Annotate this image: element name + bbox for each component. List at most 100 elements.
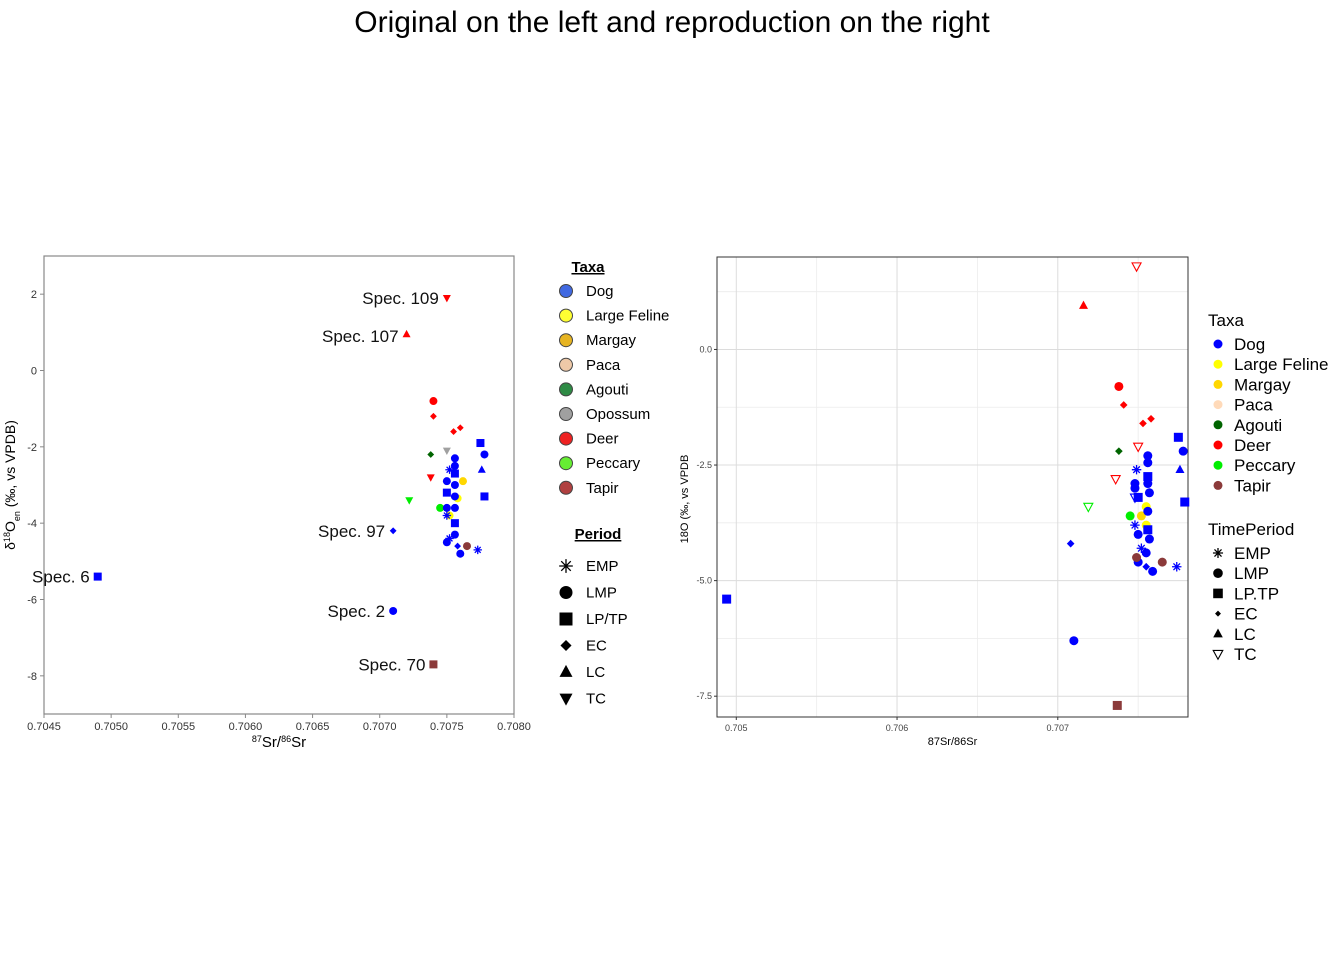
data-point-dog-ec — [1066, 539, 1075, 548]
data-point-dog-lmp — [1130, 483, 1140, 493]
x-tick-label: 0.705 — [725, 723, 748, 733]
legend-label-tapir: Tapir — [586, 480, 619, 497]
data-point-dog-emp — [1131, 464, 1142, 475]
data-point-deer-tc — [1110, 474, 1122, 486]
legend-label-emp: EMP — [1234, 544, 1271, 563]
x-tick-label: 0.7070 — [363, 721, 397, 733]
legend-shape-lc — [1213, 628, 1223, 638]
data-point-dog-lmp — [1144, 488, 1154, 498]
legend-shape-ec — [1215, 610, 1221, 617]
data-point-dog-lmp — [450, 461, 459, 470]
legend-label-deer: Deer — [1234, 436, 1271, 455]
data-point-dog-lmp — [480, 450, 489, 459]
x-tick-label: 0.7080 — [497, 721, 531, 733]
legend-swatch-deer — [1213, 440, 1223, 450]
data-point-dog-lmp — [1143, 458, 1153, 468]
legend-label-agouti: Agouti — [586, 381, 629, 398]
data-point-peccary-lmp — [436, 503, 445, 512]
data-point-dog-lp-tp — [1133, 492, 1143, 502]
data-point-deer-lmp — [429, 397, 438, 406]
legend-label-tc: TC — [1234, 645, 1257, 664]
data-point-dog-lp-tp — [1143, 472, 1153, 482]
y-tick-label: 0.0 — [699, 344, 712, 354]
data-point-dog-lp-tp — [476, 439, 485, 448]
data-point-agouti-ec — [1115, 447, 1123, 455]
y-tick-label: 2 — [31, 289, 37, 301]
legend-label-tc: TC — [586, 691, 606, 708]
legend-swatch-tapir — [559, 480, 573, 495]
data-point-opossum-tc — [442, 447, 451, 456]
legend-label-peccary: Peccary — [586, 455, 641, 472]
plot-frame — [716, 256, 1189, 718]
y-tick-label: -2.5 — [696, 460, 712, 470]
legend-label-lc: LC — [1234, 625, 1256, 644]
points-layer — [93, 294, 489, 669]
x-tick-label: 0.7060 — [229, 721, 263, 733]
legend-label-emp: EMP — [586, 558, 619, 575]
data-point-dog-lmp — [1148, 566, 1158, 576]
data-point-peccary-lmp — [1125, 511, 1135, 521]
data-point-deer-tc — [426, 474, 435, 482]
legend-swatch-margay — [559, 333, 573, 348]
x-tick-label: 0.706 — [886, 723, 909, 733]
x-tick-label: 0.707 — [1047, 723, 1070, 733]
data-point-deer-tc — [1132, 442, 1144, 453]
data-point-dog-lmp — [1143, 479, 1153, 489]
legend-shape-lmp — [1213, 568, 1223, 578]
data-point-peccary-tc — [405, 497, 414, 505]
legend-swatch-dog — [1213, 339, 1223, 349]
legend-label-peccary: Peccary — [1234, 456, 1296, 475]
data-point-dog-emp — [1130, 520, 1140, 530]
data-point-dog-emp — [445, 465, 454, 474]
data-point-tapir-lp-tp — [429, 660, 438, 669]
legend-shape-emp — [559, 559, 573, 573]
data-point-dog-ec — [389, 527, 397, 535]
data-point-dog-lmp — [1133, 529, 1143, 539]
legend-label-margay: Margay — [1234, 375, 1291, 394]
legend-label-tapir: Tapir — [1234, 476, 1271, 495]
data-point-deer-ec — [456, 424, 464, 432]
data-point-deer-ec — [450, 428, 457, 435]
y-tick-label: 0 — [31, 366, 37, 378]
data-point-dog-emp — [473, 545, 482, 555]
legend-label-opossum: Opossum — [586, 406, 650, 423]
data-point-margay-lmp — [1136, 511, 1146, 521]
legend-swatch-agouti — [1213, 420, 1223, 430]
data-point-dog-lp-tp — [1173, 432, 1183, 442]
legend-swatch-opossum — [559, 407, 573, 421]
legend-swatch-peccary — [1213, 460, 1223, 470]
legend-shape-lc — [559, 664, 573, 677]
data-point-deer-tc — [442, 294, 451, 303]
annotation-spec-2: Spec. 2 — [327, 602, 385, 621]
x-tick-label: 0.7045 — [27, 721, 61, 733]
legend-label-large-feline: Large Feline — [586, 308, 669, 325]
x-tick-label: 0.7050 — [94, 721, 128, 733]
reproduction-chart: 0.705 0.706 0.707 0.0 -2.5 -5.0 -7.5 87Sr/86Sr 1… — [679, 256, 1329, 748]
data-point-dog-lp-tp — [1143, 525, 1153, 535]
data-point-deer-ec — [1139, 419, 1147, 428]
data-point-dog-lmp — [1144, 534, 1154, 544]
legend-label-ec: EC — [586, 638, 607, 655]
data-point-dog-lp-tp — [442, 488, 451, 497]
y-tick-label: -2 — [27, 442, 37, 454]
data-point-dog-lmp — [442, 477, 451, 486]
legend-shape-emp — [1212, 547, 1224, 559]
data-point-dog-lp-tp — [480, 492, 489, 501]
data-point-dog-lc — [1175, 464, 1185, 474]
data-point-deer-ec — [430, 412, 437, 420]
data-point-dog-lmp — [442, 503, 451, 512]
legend-label-lc: LC — [586, 664, 605, 681]
y-axis-label: 18O (‰, vs VPDB — [679, 455, 691, 544]
legend-label-lp-tp: LP.TP — [1234, 584, 1279, 603]
legend-shape-tc — [559, 693, 573, 706]
annotation-spec-6: Spec. 6 — [32, 568, 90, 587]
plot-frame — [43, 255, 515, 715]
data-point-dog-lmp — [450, 503, 459, 512]
legend-swatch-agouti — [559, 382, 573, 397]
legend-label-ec: EC — [1234, 605, 1258, 624]
x-tick-label: 0.7075 — [430, 721, 464, 733]
data-point-dog-lp-tp — [1180, 497, 1190, 507]
data-point-tapir-lmp — [463, 542, 471, 551]
original-chart: 0.7045 0.7050 0.7055 0.7060 0.7065 0.7070 0.70… — [2, 255, 669, 751]
legend-label-margay: Margay — [586, 332, 637, 349]
